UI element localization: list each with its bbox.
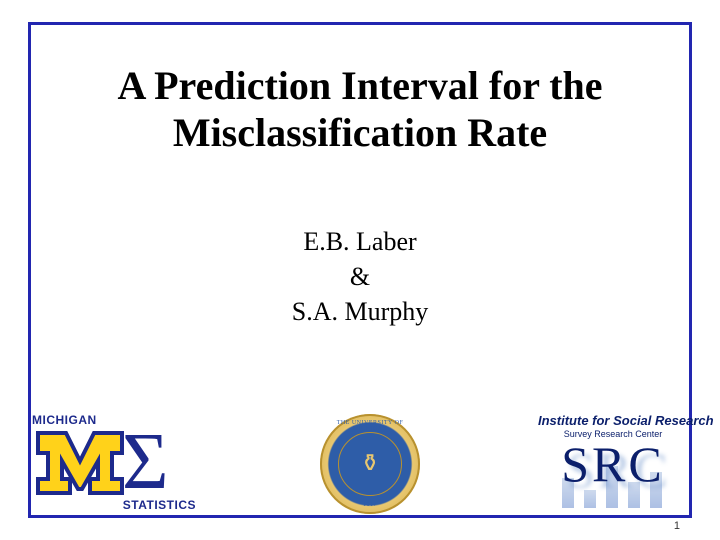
title-line-1: A Prediction Interval for the — [117, 63, 602, 108]
block-m-icon — [36, 429, 124, 495]
logo-um-seal: THE UNIVERSITY OF MICHIGAN ⚱ 1817 — [320, 414, 420, 514]
author-1: E.B. Laber — [0, 224, 720, 259]
lamp-icon: ⚱ — [360, 452, 380, 476]
sigma-icon: Σ — [122, 433, 184, 491]
src-bar — [584, 490, 596, 508]
slide-title: A Prediction Interval for the Misclassif… — [0, 62, 720, 156]
slide: A Prediction Interval for the Misclassif… — [0, 0, 720, 540]
seal-text-bottom: 1817 — [320, 502, 420, 508]
seal-inner: ⚱ — [338, 432, 402, 496]
mstat-label-top: MICHIGAN — [32, 413, 97, 427]
src-abbrev: SRC — [538, 441, 688, 489]
author-ampersand: & — [0, 259, 720, 294]
logo-michigan-statistics: MICHIGAN Σ STATISTICS — [32, 409, 202, 514]
seal-ring: THE UNIVERSITY OF MICHIGAN ⚱ 1817 — [320, 414, 420, 514]
src-line-1: Institute for Social Research — [538, 414, 688, 428]
seal-text-top: THE UNIVERSITY OF MICHIGAN — [320, 420, 420, 432]
title-line-2: Misclassification Rate — [173, 110, 547, 155]
logo-row: MICHIGAN Σ STATISTICS THE UNIVERSITY OF … — [32, 404, 688, 514]
authors-block: E.B. Laber & S.A. Murphy — [0, 224, 720, 329]
mstat-label-bottom: STATISTICS — [123, 498, 196, 512]
logo-src: Institute for Social Research Survey Res… — [538, 414, 688, 514]
author-2: S.A. Murphy — [0, 294, 720, 329]
page-number: 1 — [674, 520, 680, 532]
